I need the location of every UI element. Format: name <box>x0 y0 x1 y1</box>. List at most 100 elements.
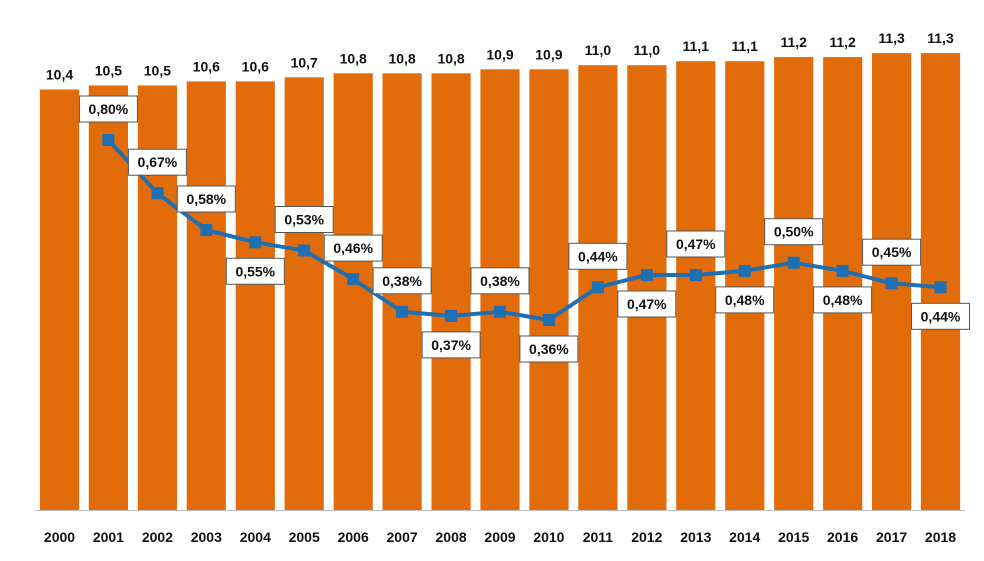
line-value-box <box>78 95 138 123</box>
bar-2015 <box>774 57 814 510</box>
line-value-label-2002: 0,67% <box>127 148 187 176</box>
bar-2001 <box>88 85 128 511</box>
line-value-box <box>911 302 970 330</box>
line-marker-2007 <box>396 305 409 318</box>
line-value-text: 0,36% <box>529 341 569 357</box>
bar-value-label: 10,5 <box>95 62 122 78</box>
bar-2014 <box>725 61 765 510</box>
line-value-text: 0,47% <box>627 296 667 312</box>
line-value-label-2003: 0,58% <box>176 185 236 213</box>
line-value-box <box>764 218 824 246</box>
x-tick-label: 2009 <box>484 529 515 545</box>
line-value-label-2009: 0,38% <box>470 267 530 295</box>
line-value-text: 0,48% <box>823 292 863 308</box>
bar-2000 <box>39 89 80 510</box>
x-tick-label: 2000 <box>44 529 75 545</box>
bar-value-label: 10,8 <box>388 50 415 66</box>
line-value-label-2014: 0,48% <box>715 286 775 314</box>
bar-value-label: 10,7 <box>291 54 318 70</box>
line-marker-2008 <box>445 309 458 322</box>
x-tick-label: 2010 <box>533 529 564 545</box>
line-marker-2006 <box>347 273 360 286</box>
line-value-box <box>421 331 481 359</box>
bar-value-label: 11,0 <box>634 42 661 58</box>
line-value-text: 0,45% <box>872 244 912 260</box>
bar-2003 <box>186 81 226 511</box>
x-tick-label: 2006 <box>338 529 369 545</box>
bar-2005 <box>284 77 324 511</box>
line-value-label-2006: 0,46% <box>323 234 383 262</box>
line-value-text: 0,48% <box>725 292 765 308</box>
line-marker-2001 <box>102 134 115 146</box>
bar-value-label: 10,5 <box>144 62 171 78</box>
bar-value-label: 10,8 <box>340 50 367 66</box>
line-value-box <box>568 242 628 270</box>
x-tick-label: 2013 <box>680 529 711 545</box>
line-marker-2005 <box>298 244 311 257</box>
bar-value-labels: 10,4 10,5 10,5 10,6 10,6 10,7 10,8 10,8 10,8 10,9… <box>46 30 954 82</box>
bar-value-label: 11,0 <box>585 42 612 58</box>
x-tick-label: 2011 <box>583 529 614 545</box>
x-tick-label: 2001 <box>93 529 124 545</box>
line-marker-2004 <box>249 236 262 249</box>
x-tick-label: 2014 <box>729 529 760 545</box>
line-marker-2016 <box>836 264 849 277</box>
line-value-box <box>519 335 579 363</box>
line-value-box <box>715 286 775 314</box>
line-series <box>106 138 941 323</box>
bar-value-label: 11,1 <box>731 38 758 54</box>
bar-value-label: 11,1 <box>683 38 710 54</box>
line-value-label-2010: 0,36% <box>519 335 579 363</box>
bar-value-label: 11,2 <box>780 34 807 50</box>
line-marker-2010 <box>542 314 555 326</box>
line-marker-2015 <box>787 256 800 269</box>
bar-2012 <box>627 65 667 510</box>
line-value-text: 0,44% <box>578 248 618 264</box>
line-value-box <box>225 257 285 285</box>
line-marker-2011 <box>591 281 604 294</box>
x-tick-label: 2005 <box>289 529 320 545</box>
line-value-box <box>813 286 873 314</box>
line-value-text: 0,67% <box>138 154 178 170</box>
bar-value-label: 10,6 <box>193 58 220 74</box>
bar-2016 <box>823 57 863 510</box>
line-value-label-2016: 0,48% <box>813 286 873 314</box>
line-marker-2002 <box>151 187 164 200</box>
line-value-box <box>617 290 677 318</box>
line-value-text: 0,37% <box>431 337 471 353</box>
line-value-label-2008: 0,37% <box>421 331 481 359</box>
line-marker-2014 <box>738 264 751 277</box>
line-value-box <box>323 234 383 262</box>
line-value-box <box>127 148 187 176</box>
bar-value-label: 10,9 <box>535 46 562 62</box>
x-tick-labels: 2000 2001 2002 2003 2004 2005 2006 2007 2008 2009… <box>44 529 956 545</box>
line-value-text: 0,46% <box>333 240 373 256</box>
x-tick-label: 2008 <box>436 529 467 545</box>
line-value-text: 0,50% <box>774 224 814 240</box>
line-value-labels: 0,80% 0,67% 0,58% 0,55% 0,53% 0,46% 0,38% 0,37%… <box>78 95 970 363</box>
line-marker-2013 <box>689 269 702 281</box>
x-tick-label: 2018 <box>925 529 956 545</box>
line-value-box <box>372 267 432 295</box>
line-value-text: 0,47% <box>676 236 716 252</box>
line-value-text: 0,53% <box>284 212 324 228</box>
bar-2013 <box>676 61 716 510</box>
bar-value-label: 10,4 <box>46 67 73 83</box>
bar-value-label: 10,6 <box>242 58 269 74</box>
line-marker-2003 <box>200 224 213 236</box>
line-value-box <box>862 238 922 266</box>
bar-2010 <box>529 69 569 511</box>
bar-value-label: 11,3 <box>878 30 905 46</box>
line-value-text: 0,44% <box>921 308 961 324</box>
bar-2004 <box>235 81 275 511</box>
line-value-label-2004: 0,55% <box>225 257 285 285</box>
line-value-text: 0,58% <box>186 191 226 207</box>
bar-value-label: 11,2 <box>829 34 856 50</box>
line-value-box <box>176 185 236 213</box>
line-value-text: 0,80% <box>89 101 129 117</box>
x-tick-label: 2012 <box>631 529 662 545</box>
line-value-label-2001: 0,80% <box>78 95 138 123</box>
bar-2006 <box>333 73 373 511</box>
line-marker-2017 <box>885 277 898 290</box>
